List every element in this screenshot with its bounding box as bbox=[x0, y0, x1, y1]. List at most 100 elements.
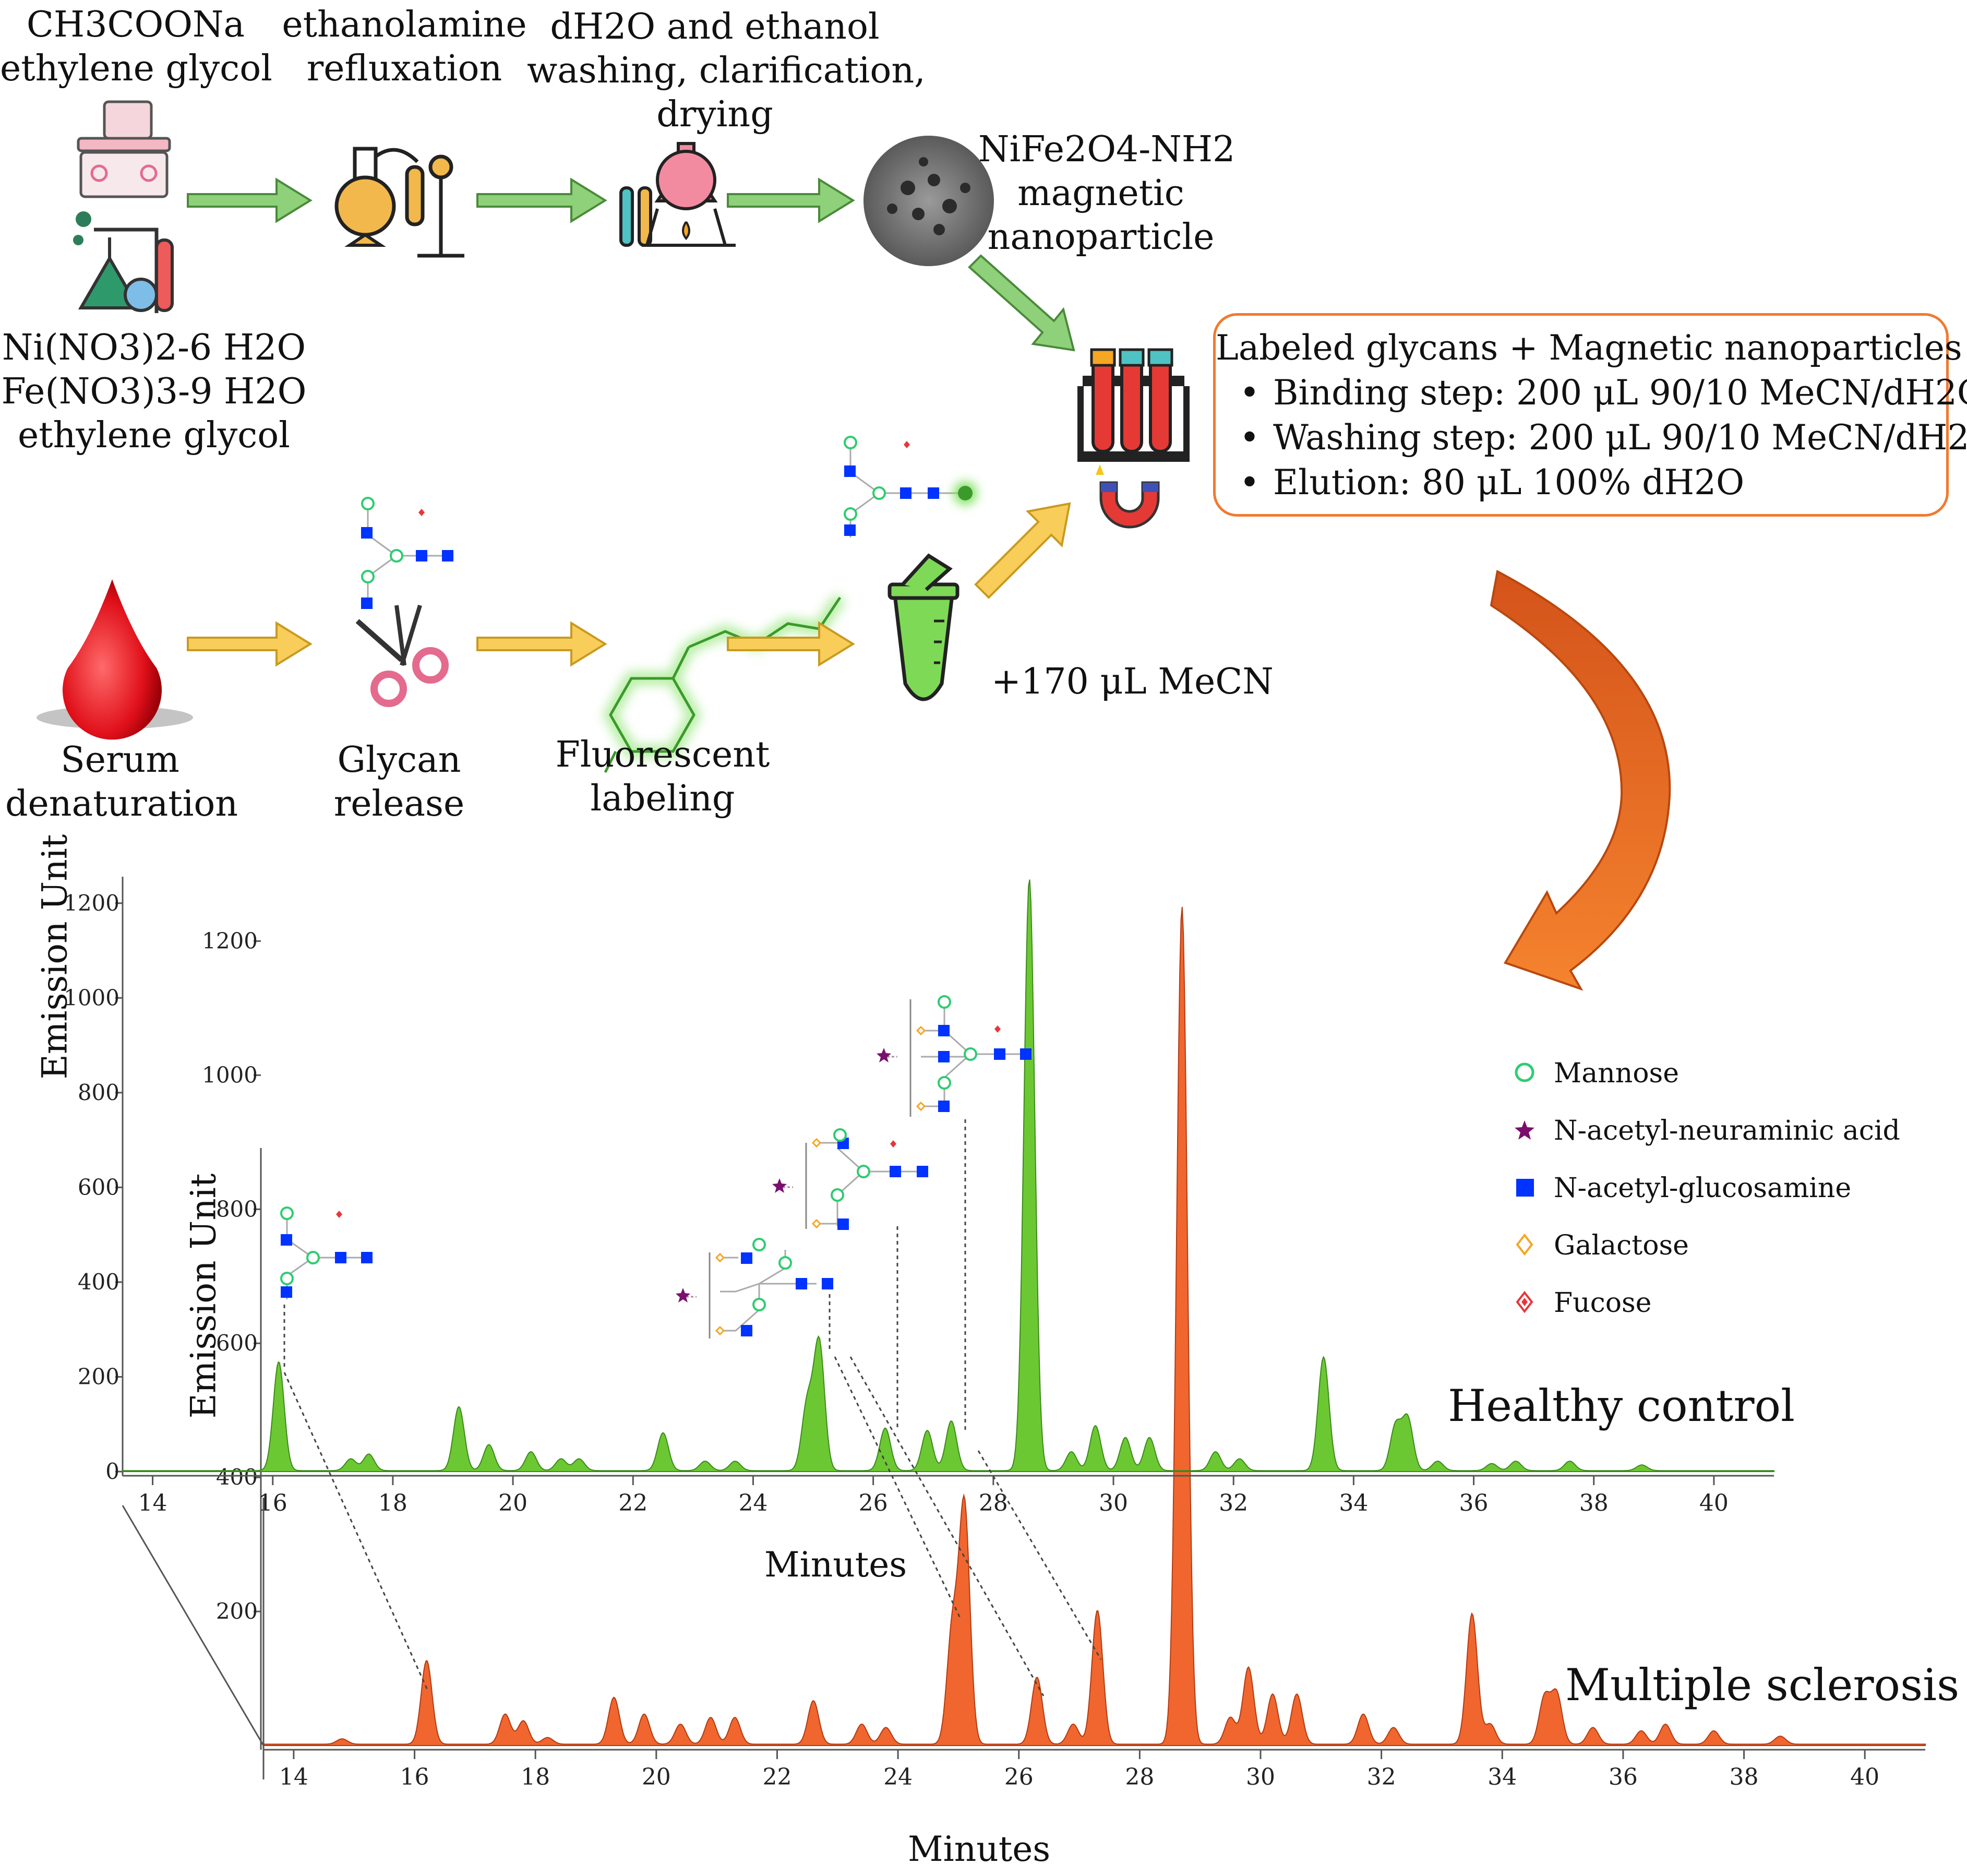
x-tick-label: 36 bbox=[1609, 1764, 1638, 1790]
chromatogram-trace bbox=[263, 906, 1926, 1746]
y-tick-label: 800 bbox=[78, 1080, 119, 1105]
serum-label: Serum denaturation bbox=[5, 739, 238, 825]
healthy-y-axis-title: Emission Unit bbox=[34, 834, 75, 1080]
yellow-arrow bbox=[476, 621, 607, 667]
glycan-annotation-peak4 bbox=[877, 995, 1032, 1117]
glycan-annotation-peak3 bbox=[772, 1128, 928, 1230]
peak-connectors bbox=[283, 1119, 1102, 1696]
hotplate-icon bbox=[77, 100, 171, 198]
x-tick-label: 16 bbox=[258, 1490, 287, 1516]
scissors-icon bbox=[355, 604, 449, 707]
x-tick-label: 24 bbox=[738, 1490, 767, 1516]
x-tick-label: 30 bbox=[1246, 1764, 1275, 1790]
y-tick-label: 400 bbox=[78, 1269, 119, 1295]
blood-drop-icon bbox=[37, 579, 193, 740]
ms-chromatogram: 14 16 18 20 22 24 26 28 30 32 34 36 38 40 200 400 600 800… bbox=[202, 906, 1926, 1790]
glycan-annotation-peak1 bbox=[263, 1187, 386, 1307]
glycan-annotation-peak2 bbox=[676, 1238, 833, 1339]
y-tick-label: 0 bbox=[105, 1459, 119, 1484]
y-tick-label: 1200 bbox=[202, 928, 258, 953]
curved-orange-arrow bbox=[1490, 569, 1671, 991]
x-tick-label: 34 bbox=[1339, 1490, 1368, 1516]
y-tick-label: 1000 bbox=[64, 985, 119, 1010]
cleanup-step: • Elution: 80 μL 100% dH2O bbox=[1239, 462, 1745, 503]
x-tick-label: 20 bbox=[642, 1764, 671, 1790]
y-tick-label: 200 bbox=[216, 1598, 258, 1624]
flasks-icon bbox=[73, 211, 174, 313]
x-tick-label: 14 bbox=[138, 1490, 167, 1516]
x-tick-label: 32 bbox=[1219, 1490, 1248, 1516]
reflux-label: ethanolamine refluxation bbox=[282, 4, 527, 89]
reagents-bottom-label: Ni(NO3)2-6 H2O Fe(NO3)3-9 H2O ethylene g… bbox=[1, 327, 307, 456]
x-tick-label: 32 bbox=[1367, 1764, 1396, 1790]
x-tick-label: 40 bbox=[1850, 1764, 1879, 1790]
glucosamine-square-icon bbox=[1516, 1179, 1534, 1197]
cleanup-box-title: Labeled glycans + Magnetic nanoparticles bbox=[1216, 328, 1962, 368]
x-tick-label: 38 bbox=[1730, 1764, 1759, 1790]
green-arrow bbox=[476, 177, 607, 223]
y-tick-label: 600 bbox=[216, 1330, 258, 1356]
glycan-structure-labeled bbox=[844, 436, 977, 537]
x-tick-label: 24 bbox=[883, 1764, 913, 1790]
x-tick-label: 22 bbox=[618, 1490, 647, 1516]
reagents-top-label: CH3COONa ethylene glycol bbox=[0, 4, 272, 89]
ms-x-axis-title: Minutes bbox=[908, 1829, 1051, 1869]
healthy-control-label: Healthy control bbox=[1448, 1380, 1795, 1431]
x-tick-label: 38 bbox=[1579, 1490, 1609, 1516]
y-tick-label: 200 bbox=[78, 1364, 119, 1389]
y-tick-label: 1200 bbox=[64, 890, 119, 916]
mannose-circle-icon bbox=[1515, 1062, 1534, 1082]
x-tick-label: 28 bbox=[1125, 1764, 1154, 1790]
x-tick-label: 30 bbox=[1099, 1490, 1128, 1516]
x-tick-label: 14 bbox=[279, 1764, 308, 1790]
x-tick-label: 40 bbox=[1699, 1490, 1729, 1516]
y-tick-label: 1000 bbox=[202, 1062, 258, 1088]
yellow-arrow bbox=[187, 621, 313, 667]
x-tick-label: 18 bbox=[378, 1490, 407, 1516]
healthy-chromatogram: 14 16 18 20 22 24 26 28 30 32 34 36 38 40020040060080… bbox=[64, 877, 1774, 1516]
reflux-apparatus-icon bbox=[334, 147, 464, 258]
chromatogram-trace bbox=[122, 879, 1774, 1472]
heating-flask-icon bbox=[619, 142, 736, 247]
green-arrow bbox=[727, 177, 855, 223]
x-tick-label: 34 bbox=[1488, 1764, 1517, 1790]
mecn-label: +170 μL MeCN bbox=[991, 661, 1274, 702]
perspective-lines bbox=[122, 1498, 265, 1779]
healthy-x-axis-title: Minutes bbox=[764, 1545, 907, 1585]
nanoparticle-label: NiFe2O4-NH2 magnetic nanoparticle bbox=[978, 129, 1236, 258]
tube-rack-icon bbox=[1077, 348, 1190, 462]
fluorescent-label: Fluorescent labeling bbox=[555, 734, 770, 819]
eppendorf-tube-icon bbox=[887, 553, 959, 701]
x-tick-label: 26 bbox=[1004, 1764, 1034, 1790]
x-tick-label: 28 bbox=[979, 1490, 1008, 1516]
y-tick-label: 400 bbox=[216, 1464, 258, 1490]
x-tick-label: 26 bbox=[859, 1490, 888, 1516]
x-tick-label: 22 bbox=[762, 1764, 791, 1790]
fluorescent-label-molecule bbox=[603, 593, 846, 773]
multiple-sclerosis-label: Multiple sclerosis bbox=[1565, 1659, 1960, 1711]
fucose-diamond-icon bbox=[1516, 1291, 1533, 1313]
glycan-release-label: Glycan release bbox=[333, 739, 465, 825]
glycan-structure-released bbox=[361, 497, 453, 609]
yellow-arrow bbox=[727, 621, 855, 667]
washing-label: dH2O and ethanol washing, clarification,… bbox=[527, 6, 926, 135]
magnet-icon bbox=[1096, 464, 1160, 529]
galactose-diamond-icon bbox=[1516, 1233, 1533, 1256]
x-tick-label: 36 bbox=[1459, 1490, 1489, 1516]
green-arrow-diagonal bbox=[968, 254, 1075, 352]
cleanup-step: • Binding step: 200 μL 90/10 MeCN/dH2O bbox=[1239, 373, 1967, 413]
cleanup-steps: • Binding step: 200 μL 90/10 MeCN/dH2O • W… bbox=[1226, 371, 1967, 505]
neuraminic-acid-star-icon bbox=[1515, 1120, 1534, 1140]
nanoparticle-image bbox=[863, 136, 994, 266]
x-tick-label: 18 bbox=[521, 1764, 550, 1790]
x-tick-label: 20 bbox=[498, 1490, 527, 1516]
x-tick-label: 16 bbox=[400, 1764, 429, 1790]
yellow-arrow-diagonal bbox=[974, 502, 1071, 599]
magnetic-cleanup-box: Labeled glycans + Magnetic nanoparticles… bbox=[1213, 313, 1967, 517]
green-arrow bbox=[187, 177, 313, 223]
y-tick-label: 800 bbox=[216, 1196, 258, 1222]
cleanup-step: • Washing step: 200 μL 90/10 MeCN/dH2O bbox=[1239, 417, 1967, 458]
y-tick-label: 600 bbox=[78, 1174, 119, 1200]
ms-y-axis-title: Emission Unit bbox=[183, 1173, 224, 1419]
